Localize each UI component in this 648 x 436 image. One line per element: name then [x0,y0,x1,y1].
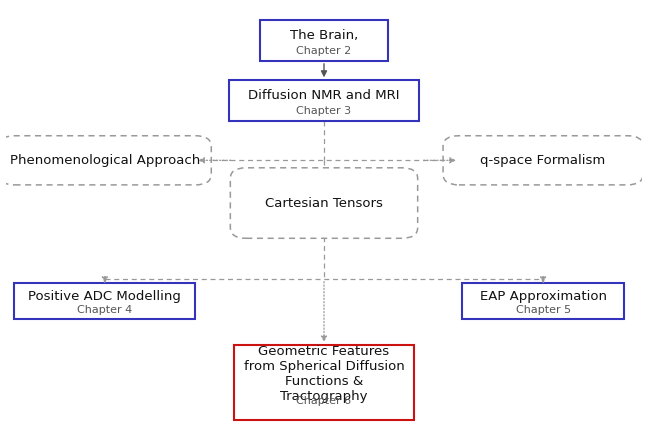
Text: EAP Approximation: EAP Approximation [480,290,607,303]
Text: The Brain,: The Brain, [290,29,358,42]
Text: Diffusion NMR and MRI: Diffusion NMR and MRI [248,89,400,102]
Text: Phenomenological Approach: Phenomenological Approach [10,154,200,167]
FancyBboxPatch shape [233,345,415,420]
Text: Cartesian Tensors: Cartesian Tensors [265,197,383,210]
FancyBboxPatch shape [443,136,643,185]
FancyBboxPatch shape [14,283,196,320]
Text: Chapter 5: Chapter 5 [516,305,571,315]
Text: Positive ADC Modelling: Positive ADC Modelling [29,290,181,303]
Text: q-space Formalism: q-space Formalism [480,154,606,167]
Text: Geometric Features
from Spherical Diffusion
Functions &
Tractography: Geometric Features from Spherical Diffus… [244,344,404,402]
Text: Chapter 4: Chapter 4 [77,305,133,315]
FancyBboxPatch shape [260,20,388,61]
Text: Chapter 6: Chapter 6 [296,396,352,406]
Text: Chapter 3: Chapter 3 [296,106,352,116]
FancyBboxPatch shape [0,136,211,185]
Text: Chapter 2: Chapter 2 [296,46,352,56]
FancyBboxPatch shape [230,168,418,238]
FancyBboxPatch shape [462,283,624,320]
FancyBboxPatch shape [229,80,419,121]
